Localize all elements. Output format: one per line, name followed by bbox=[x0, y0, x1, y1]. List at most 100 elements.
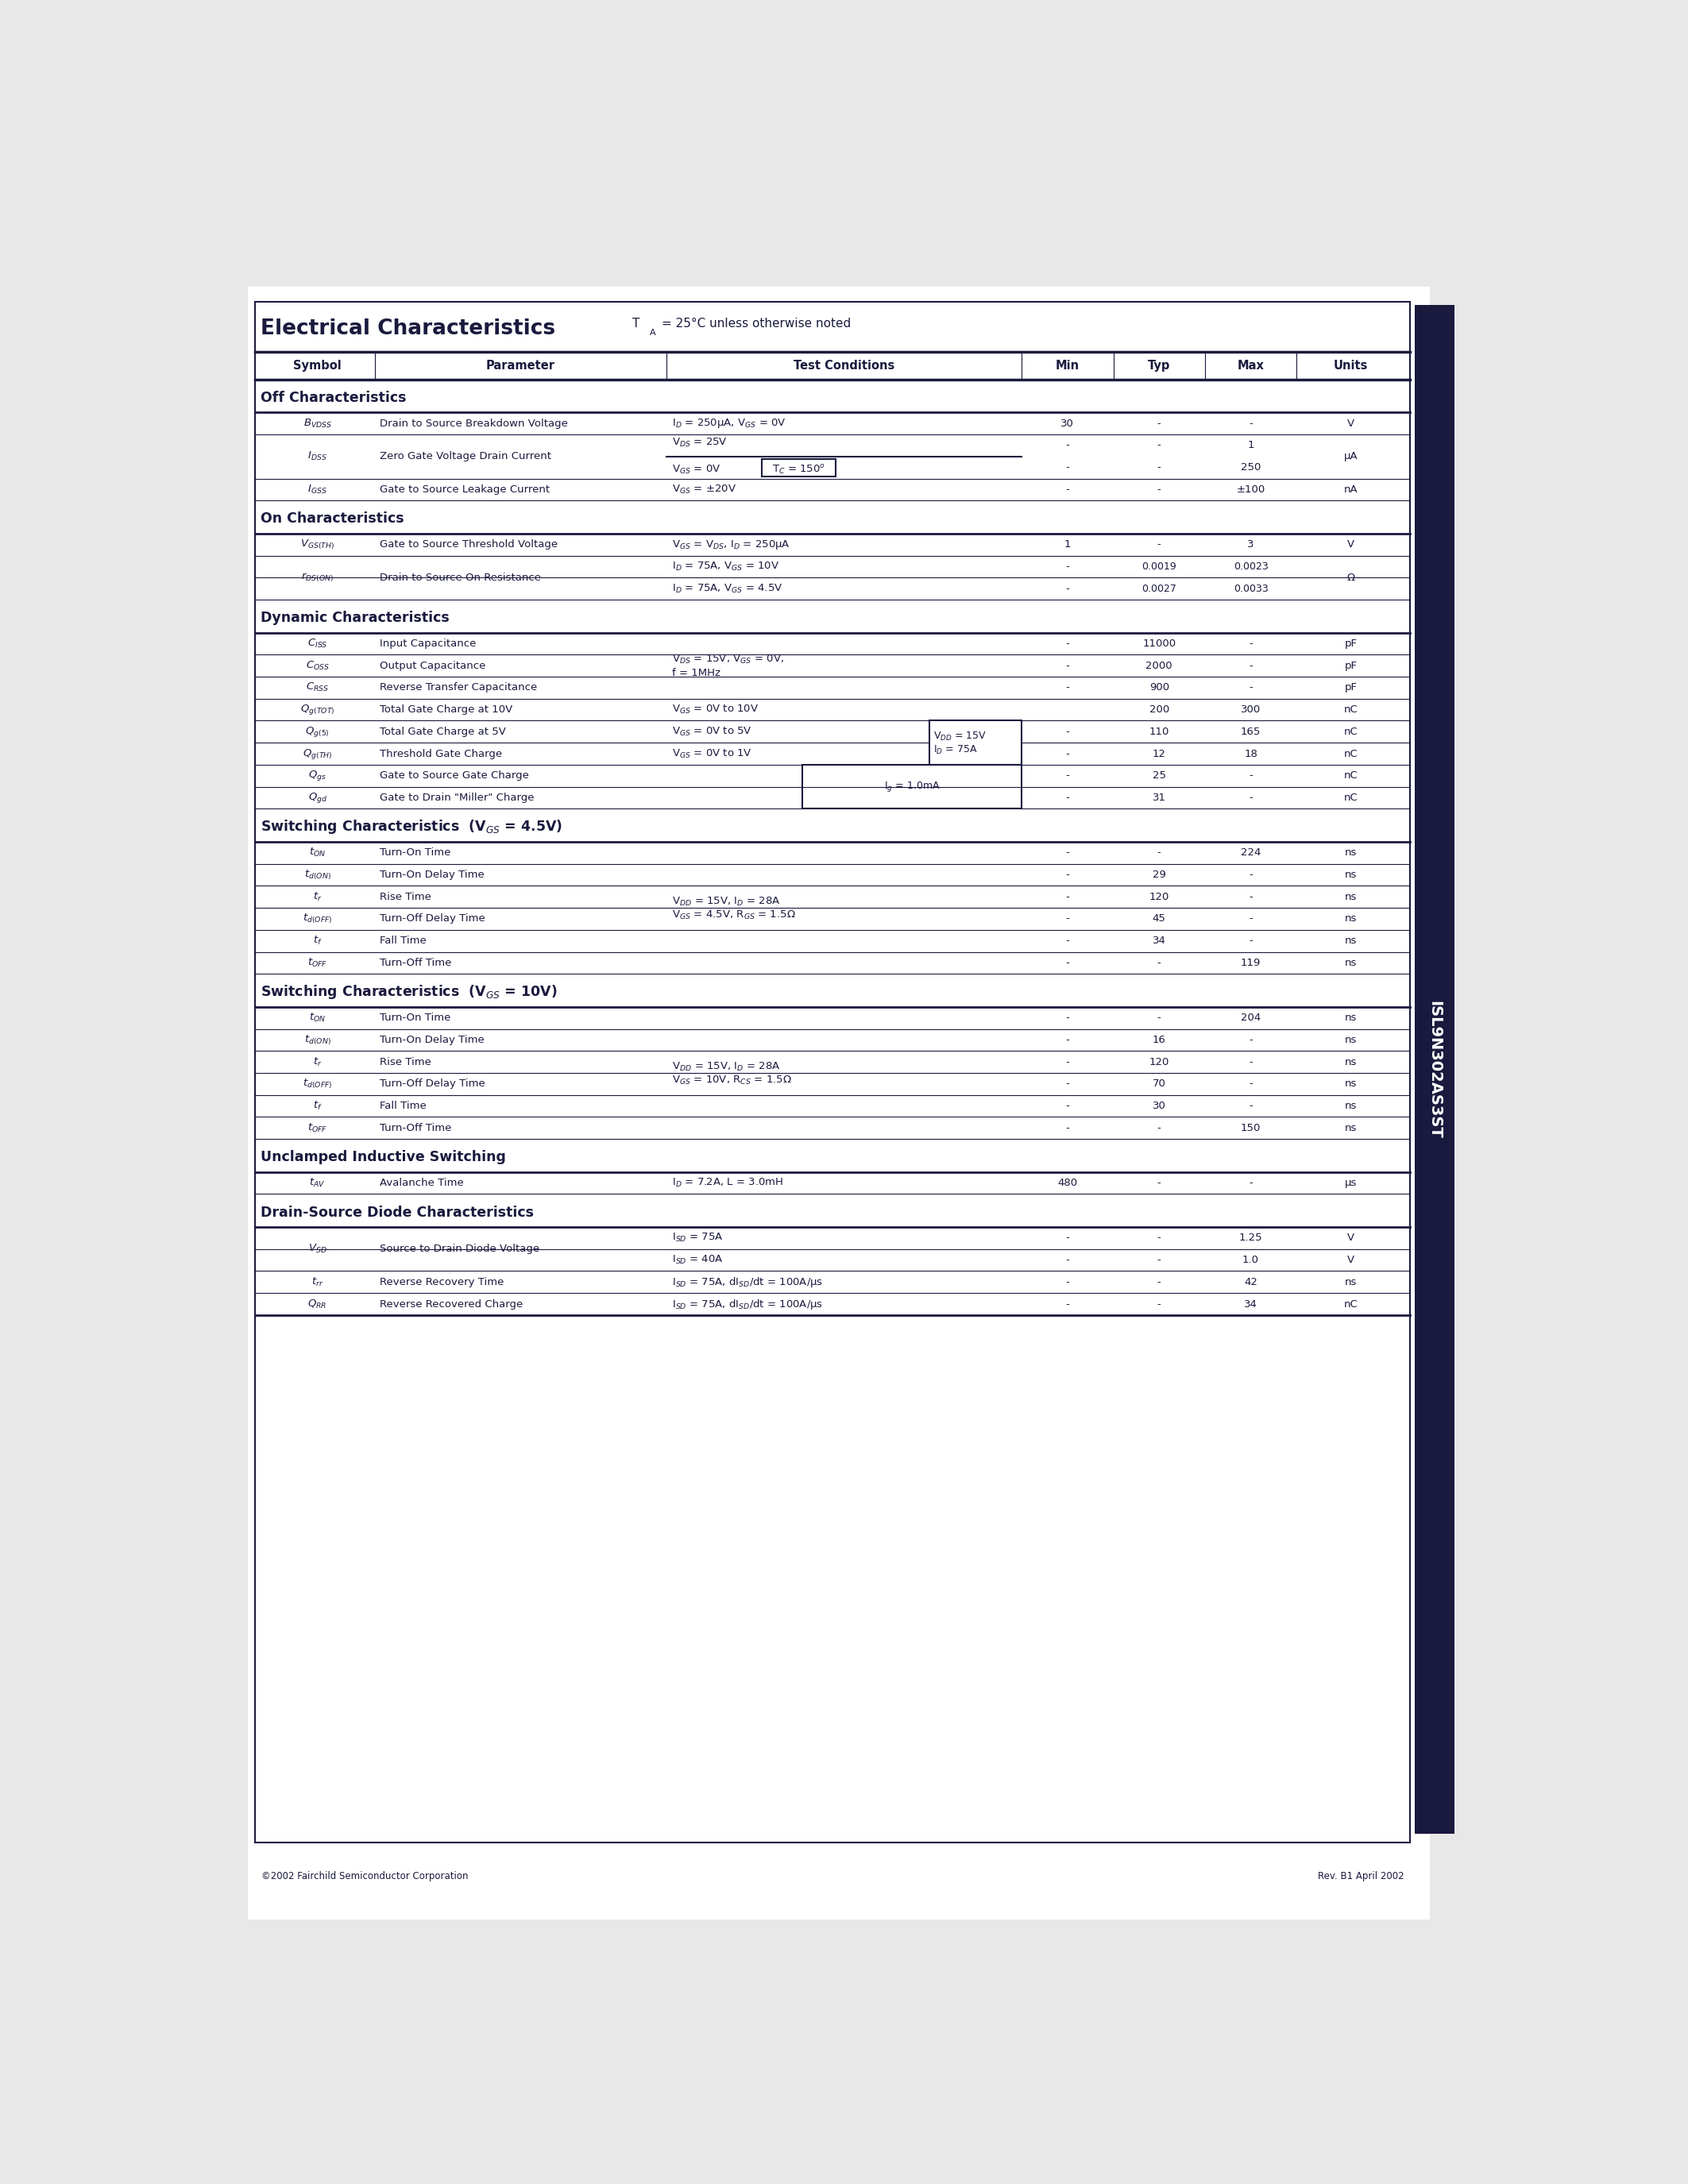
Text: ns: ns bbox=[1345, 1057, 1357, 1068]
Text: Q$_{gd}$: Q$_{gd}$ bbox=[307, 791, 327, 804]
Text: -: - bbox=[1158, 441, 1161, 450]
Text: I$_{SD}$ = 75A, dI$_{SD}$/dt = 100A/μs: I$_{SD}$ = 75A, dI$_{SD}$/dt = 100A/μs bbox=[672, 1275, 822, 1289]
Text: Output Capacitance: Output Capacitance bbox=[380, 660, 486, 670]
Text: I$_{SD}$ = 40A: I$_{SD}$ = 40A bbox=[672, 1254, 722, 1267]
Text: Gate to Source Gate Charge: Gate to Source Gate Charge bbox=[380, 771, 528, 782]
Text: Source to Drain Diode Voltage: Source to Drain Diode Voltage bbox=[380, 1245, 540, 1254]
Text: 45: 45 bbox=[1153, 913, 1166, 924]
Text: V$_{DS}$ = 15V, V$_{GS}$ = 0V,: V$_{DS}$ = 15V, V$_{GS}$ = 0V, bbox=[672, 653, 783, 666]
Text: t$_{ON}$: t$_{ON}$ bbox=[309, 847, 326, 858]
Text: -: - bbox=[1065, 561, 1070, 572]
Text: Turn-Off Delay Time: Turn-Off Delay Time bbox=[380, 913, 484, 924]
Text: I$_D$ = 250μA, V$_{GS}$ = 0V: I$_D$ = 250μA, V$_{GS}$ = 0V bbox=[672, 417, 787, 430]
Text: -: - bbox=[1065, 959, 1070, 968]
Text: -: - bbox=[1158, 463, 1161, 472]
Text: V$_{SD}$: V$_{SD}$ bbox=[309, 1243, 327, 1256]
Text: T$_C$ = 150$^o$: T$_C$ = 150$^o$ bbox=[773, 463, 825, 476]
Text: -: - bbox=[1158, 419, 1161, 428]
Text: -: - bbox=[1158, 1123, 1161, 1133]
Text: 11000: 11000 bbox=[1143, 638, 1177, 649]
Text: -: - bbox=[1065, 771, 1070, 782]
Text: Drain to Source Breakdown Voltage: Drain to Source Breakdown Voltage bbox=[380, 419, 567, 428]
Text: Units: Units bbox=[1334, 360, 1369, 371]
Text: 150: 150 bbox=[1241, 1123, 1261, 1133]
Text: -: - bbox=[1065, 1234, 1070, 1243]
Text: -: - bbox=[1249, 891, 1252, 902]
Text: r$_{DS(ON)}$: r$_{DS(ON)}$ bbox=[300, 572, 334, 583]
Text: ns: ns bbox=[1345, 847, 1357, 858]
Text: Q$_{gs}$: Q$_{gs}$ bbox=[309, 769, 327, 782]
Text: ns: ns bbox=[1345, 959, 1357, 968]
Text: ©2002 Fairchild Semiconductor Corporation: ©2002 Fairchild Semiconductor Corporatio… bbox=[262, 1872, 468, 1883]
Text: 16: 16 bbox=[1153, 1035, 1166, 1046]
Text: -: - bbox=[1065, 1123, 1070, 1133]
Text: V$_{GS}$ = V$_{DS}$, I$_D$ = 250μA: V$_{GS}$ = V$_{DS}$, I$_D$ = 250μA bbox=[672, 537, 790, 550]
Text: 204: 204 bbox=[1241, 1013, 1261, 1022]
Text: 2000: 2000 bbox=[1146, 660, 1173, 670]
Text: 30: 30 bbox=[1153, 1101, 1166, 1112]
Bar bbox=[802, 764, 1021, 808]
Text: Turn-Off Delay Time: Turn-Off Delay Time bbox=[380, 1079, 484, 1090]
Text: pF: pF bbox=[1345, 660, 1357, 670]
Text: ns: ns bbox=[1345, 1079, 1357, 1090]
Text: 30: 30 bbox=[1060, 419, 1074, 428]
Text: Unclamped Inductive Switching: Unclamped Inductive Switching bbox=[260, 1151, 506, 1164]
Text: Rise Time: Rise Time bbox=[380, 891, 430, 902]
Text: 0.0027: 0.0027 bbox=[1141, 583, 1177, 594]
Text: ns: ns bbox=[1345, 891, 1357, 902]
Text: C$_{RSS}$: C$_{RSS}$ bbox=[306, 681, 329, 695]
Text: V$_{DD}$ = 15V, I$_D$ = 28A: V$_{DD}$ = 15V, I$_D$ = 28A bbox=[672, 895, 780, 909]
Text: V: V bbox=[1347, 419, 1354, 428]
Text: 29: 29 bbox=[1153, 869, 1166, 880]
Text: ns: ns bbox=[1345, 1013, 1357, 1022]
Text: I$_D$ = 75A, V$_{GS}$ = 10V: I$_D$ = 75A, V$_{GS}$ = 10V bbox=[672, 561, 780, 572]
Text: 1: 1 bbox=[1063, 539, 1070, 550]
Text: Q$_{g(TH)}$: Q$_{g(TH)}$ bbox=[302, 747, 333, 760]
Bar bbox=[1415, 306, 1455, 1835]
Text: -: - bbox=[1065, 727, 1070, 736]
Text: V$_{GS}$ = 0V to 5V: V$_{GS}$ = 0V to 5V bbox=[672, 725, 751, 738]
Text: -: - bbox=[1158, 1256, 1161, 1265]
Text: 70: 70 bbox=[1153, 1079, 1166, 1090]
Text: Parameter: Parameter bbox=[486, 360, 555, 371]
Text: 165: 165 bbox=[1241, 727, 1261, 736]
Text: V: V bbox=[1347, 539, 1354, 550]
Text: Fall Time: Fall Time bbox=[380, 1101, 427, 1112]
Text: Dynamic Characteristics: Dynamic Characteristics bbox=[260, 612, 449, 625]
Text: -: - bbox=[1158, 539, 1161, 550]
Text: ns: ns bbox=[1345, 869, 1357, 880]
Bar bbox=[763, 459, 836, 476]
Text: 42: 42 bbox=[1244, 1278, 1258, 1286]
Text: Q$_{g(TOT)}$: Q$_{g(TOT)}$ bbox=[300, 703, 334, 716]
Text: t$_{d(OFF)}$: t$_{d(OFF)}$ bbox=[302, 913, 333, 926]
Text: Gate to Drain "Miller" Charge: Gate to Drain "Miller" Charge bbox=[380, 793, 533, 804]
Text: ns: ns bbox=[1345, 1123, 1357, 1133]
Text: 250: 250 bbox=[1241, 463, 1261, 472]
Text: Input Capacitance: Input Capacitance bbox=[380, 638, 476, 649]
Text: 1: 1 bbox=[1247, 441, 1254, 450]
Text: 3: 3 bbox=[1247, 539, 1254, 550]
Text: Reverse Recovery Time: Reverse Recovery Time bbox=[380, 1278, 505, 1286]
Text: t$_f$: t$_f$ bbox=[312, 935, 322, 948]
Text: -: - bbox=[1158, 959, 1161, 968]
Text: Turn-On Delay Time: Turn-On Delay Time bbox=[380, 1035, 484, 1046]
Text: 120: 120 bbox=[1150, 1057, 1170, 1068]
Text: Gate to Source Threshold Voltage: Gate to Source Threshold Voltage bbox=[380, 539, 557, 550]
Text: -: - bbox=[1065, 583, 1070, 594]
Text: -: - bbox=[1158, 1278, 1161, 1286]
Text: = 25°C unless otherwise noted: = 25°C unless otherwise noted bbox=[662, 319, 851, 330]
Text: -: - bbox=[1065, 660, 1070, 670]
Text: -: - bbox=[1249, 1101, 1252, 1112]
Text: 900: 900 bbox=[1150, 684, 1170, 692]
Text: t$_f$: t$_f$ bbox=[312, 1101, 322, 1112]
Text: -: - bbox=[1249, 660, 1252, 670]
Text: -: - bbox=[1249, 793, 1252, 804]
Text: Drain to Source On Resistance: Drain to Source On Resistance bbox=[380, 572, 540, 583]
Text: -: - bbox=[1249, 684, 1252, 692]
Text: nC: nC bbox=[1344, 1299, 1357, 1308]
Text: Reverse Transfer Capacitance: Reverse Transfer Capacitance bbox=[380, 684, 537, 692]
Text: 0.0023: 0.0023 bbox=[1234, 561, 1268, 572]
Text: -: - bbox=[1065, 793, 1070, 804]
Text: 12: 12 bbox=[1153, 749, 1166, 758]
Text: Q$_{g(5)}$: Q$_{g(5)}$ bbox=[306, 725, 329, 738]
